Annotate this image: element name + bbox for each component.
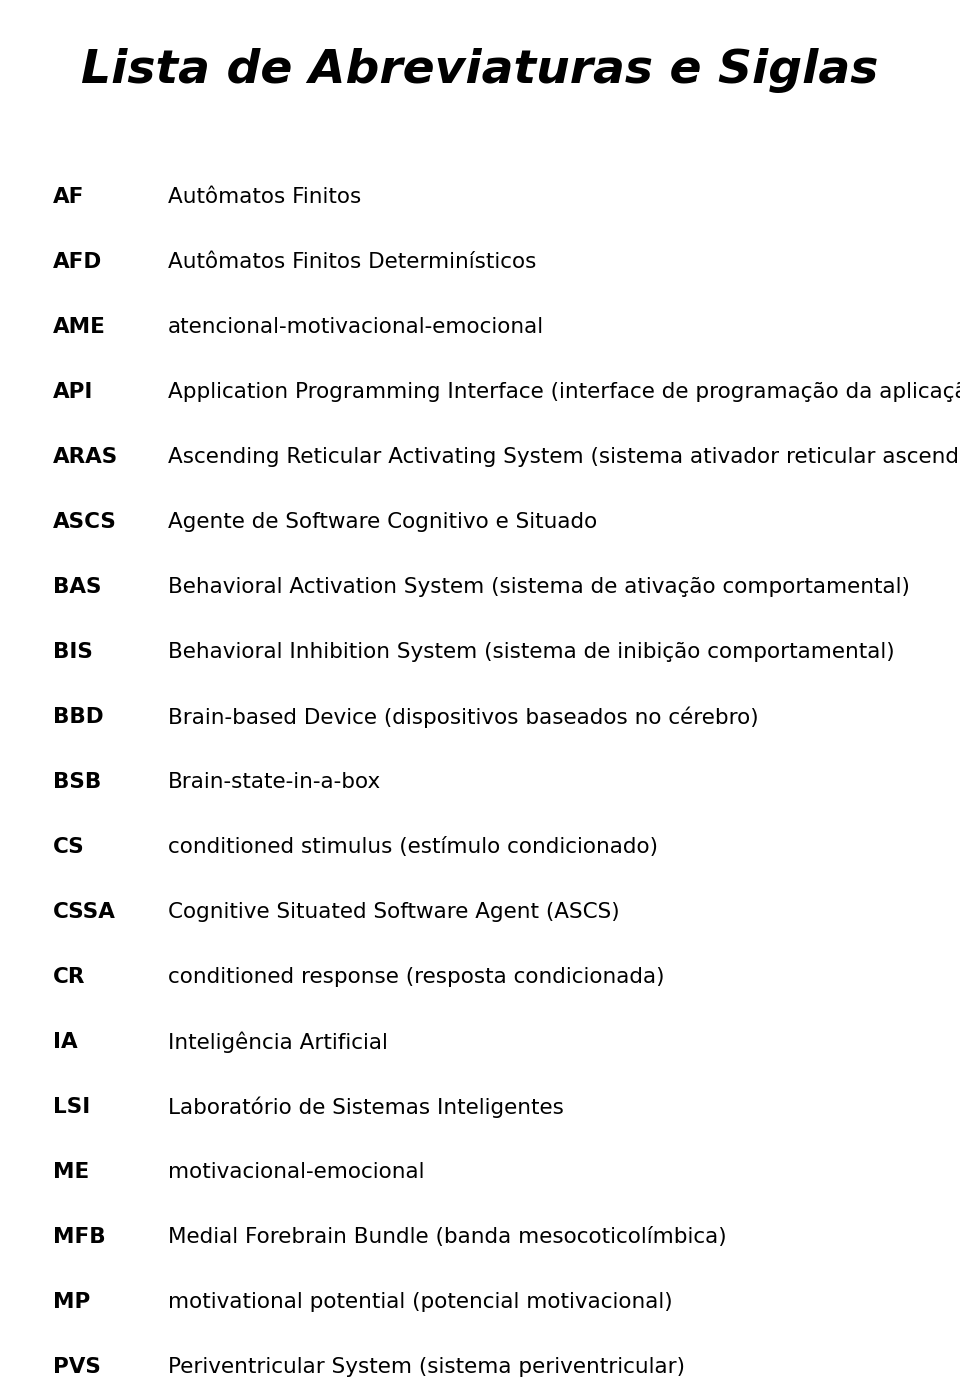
Text: Application Programming Interface (interface de programação da aplicação): Application Programming Interface (inter… <box>168 382 960 401</box>
Text: MP: MP <box>53 1292 90 1311</box>
Text: AFD: AFD <box>53 252 102 271</box>
Text: PVS: PVS <box>53 1357 101 1376</box>
Text: BBD: BBD <box>53 707 104 726</box>
Text: ME: ME <box>53 1162 89 1181</box>
Text: Ascending Reticular Activating System (sistema ativador reticular ascendente): Ascending Reticular Activating System (s… <box>168 447 960 466</box>
Text: IA: IA <box>53 1032 78 1051</box>
Text: Lista de Abreviaturas e Siglas: Lista de Abreviaturas e Siglas <box>82 48 878 94</box>
Text: BIS: BIS <box>53 642 93 661</box>
Text: BAS: BAS <box>53 577 102 596</box>
Text: Brain-state-in-a-box: Brain-state-in-a-box <box>168 772 381 791</box>
Text: Cognitive Situated Software Agent (ASCS): Cognitive Situated Software Agent (ASCS) <box>168 902 619 921</box>
Text: Laboratório de Sistemas Inteligentes: Laboratório de Sistemas Inteligentes <box>168 1097 564 1119</box>
Text: AF: AF <box>53 187 84 206</box>
Text: Periventricular System (sistema periventricular): Periventricular System (sistema perivent… <box>168 1357 685 1376</box>
Text: API: API <box>53 382 93 401</box>
Text: Autômatos Finitos Determinísticos: Autômatos Finitos Determinísticos <box>168 252 537 271</box>
Text: Inteligência Artificial: Inteligência Artificial <box>168 1032 388 1054</box>
Text: MFB: MFB <box>53 1227 106 1246</box>
Text: atencional-motivacional-emocional: atencional-motivacional-emocional <box>168 317 544 336</box>
Text: Behavioral Inhibition System (sistema de inibição comportamental): Behavioral Inhibition System (sistema de… <box>168 642 895 661</box>
Text: conditioned stimulus (estímulo condicionado): conditioned stimulus (estímulo condicion… <box>168 837 658 856</box>
Text: Agente de Software Cognitivo e Situado: Agente de Software Cognitivo e Situado <box>168 512 597 531</box>
Text: Medial Forebrain Bundle (banda mesocoticolímbica): Medial Forebrain Bundle (banda mesocotic… <box>168 1227 727 1246</box>
Text: motivational potential (potencial motivacional): motivational potential (potencial motiva… <box>168 1292 673 1311</box>
Text: Autômatos Finitos: Autômatos Finitos <box>168 187 361 206</box>
Text: CSSA: CSSA <box>53 902 115 921</box>
Text: ARAS: ARAS <box>53 447 118 466</box>
Text: ASCS: ASCS <box>53 512 117 531</box>
Text: Behavioral Activation System (sistema de ativação comportamental): Behavioral Activation System (sistema de… <box>168 577 910 596</box>
Text: BSB: BSB <box>53 772 101 791</box>
Text: motivacional-emocional: motivacional-emocional <box>168 1162 424 1181</box>
Text: CS: CS <box>53 837 84 856</box>
Text: LSI: LSI <box>53 1097 90 1116</box>
Text: CR: CR <box>53 967 85 986</box>
Text: conditioned response (resposta condicionada): conditioned response (resposta condicion… <box>168 967 664 986</box>
Text: AME: AME <box>53 317 106 336</box>
Text: Brain-based Device (dispositivos baseados no cérebro): Brain-based Device (dispositivos baseado… <box>168 707 758 729</box>
